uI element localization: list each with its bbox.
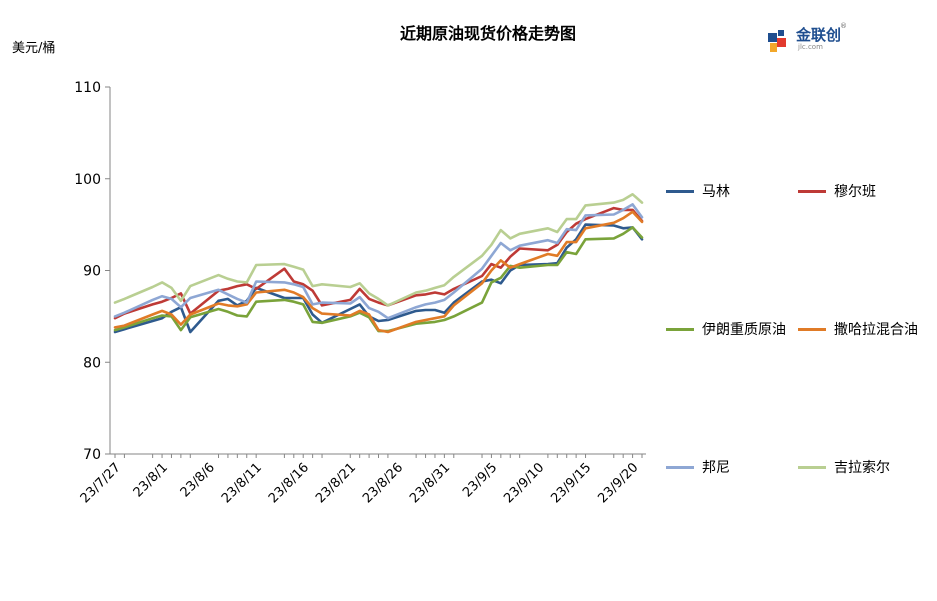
legend-item-6: 吉拉索尔 [798,458,890,476]
x-tick-label: 23/8/21 [313,460,359,506]
legend-label: 穆尔班 [834,184,876,200]
series-line-4 [113,210,644,334]
y-tick-label: 90 [83,264,101,280]
x-tick-label: 23/9/15 [548,460,594,506]
legend-swatch [666,327,694,331]
logo-registered-mark: ® [840,22,847,30]
y-tick-label: 110 [74,80,101,96]
legend-item-1: 马林 [666,182,730,200]
x-tick-label: 23/8/11 [219,460,265,506]
y-tick-label: 100 [74,172,101,188]
legend-item-4: 撒哈拉混合油 [798,320,918,338]
legend-swatch [798,465,826,469]
legend-label: 伊朗重质原油 [702,322,786,338]
x-tick-label: 23/9/5 [460,460,500,500]
x-tick-label: 23/8/31 [407,460,453,506]
logo-mark-icon [768,30,786,52]
logo-subtext: jlc.com [798,43,823,51]
x-tick-label: 23/9/10 [501,460,547,506]
legend-item-2: 穆尔班 [798,182,876,200]
chart-title: 近期原油现货价格走势图 [399,24,576,43]
series-line-5 [113,203,644,320]
brand-logo: 金联创 ® jlc.com [766,22,856,56]
x-tick-label: 23/9/20 [595,460,641,506]
y-tick-label: 80 [83,355,101,371]
legend-label: 邦尼 [702,460,730,476]
y-tick-label: 70 [83,447,101,463]
x-tick-label: 23/8/26 [360,460,406,506]
legend-item-3: 伊朗重质原油 [666,320,786,338]
legend-label: 吉拉索尔 [834,460,890,476]
legend-swatch [666,465,694,469]
logo-text: 金联创 [796,26,842,44]
x-tick-label: 23/8/6 [178,460,218,500]
legend-label: 撒哈拉混合油 [834,322,918,338]
x-tick-label: 23/8/16 [266,460,312,506]
x-tick-label: 23/7/27 [78,460,124,506]
y-axis-unit-label: 美元/桶 [12,41,56,56]
chart-series [113,193,644,334]
series-line-6 [113,193,644,307]
legend-swatch [798,327,826,331]
legend-label: 马林 [702,184,730,200]
legend-item-5: 邦尼 [666,458,730,476]
x-tick-label: 23/8/1 [131,460,171,500]
series-line-3 [113,226,644,333]
legend-swatch [798,189,826,193]
legend-swatch [666,189,694,193]
